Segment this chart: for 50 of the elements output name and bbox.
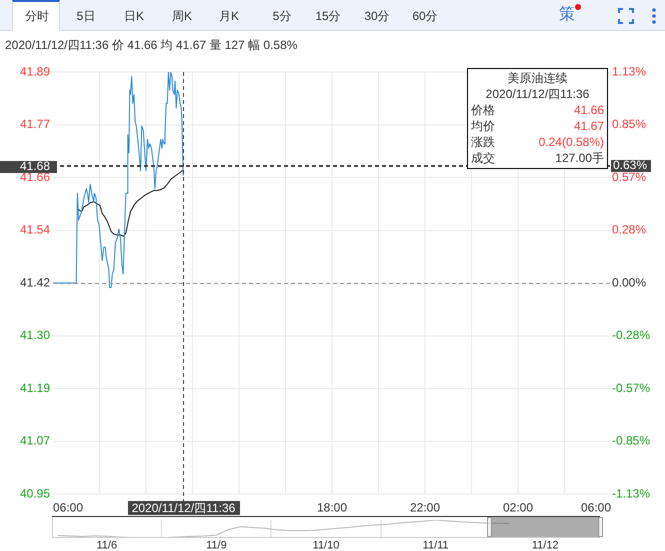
y2-tick-label: 0.28% [612,222,646,237]
annotation: 41.66 [574,102,604,118]
text: 月K [218,9,240,23]
annotation: 涨跌 [471,134,495,150]
y-tick-label: 41.89 [20,64,50,78]
annotation: 0.24(0.58%) [538,134,604,150]
y-tick-label: 41.77 [20,117,50,132]
annotation: 均价 [471,118,495,134]
ref-line-label: 0.63% [613,158,648,172]
text: 5分 [272,9,292,23]
y2-tick-label: 0.57% [612,170,646,184]
chart-subtitle: 2020/11/12/四11:36 价 41.66 均 41.67 量 127 幅 0.58% [5,38,298,52]
y2-tick-label: 0.85% [612,117,646,132]
annotation: 成交 [471,150,495,166]
y-tick-label: 40.95 [20,486,50,500]
x-tick-label: 06:00 [53,500,84,515]
y2-tick-label: -1.13% [612,486,650,500]
text: 日K [124,9,144,23]
x-tick-label: 18:00 [316,500,348,515]
selected-tab: 分时 [12,0,60,31]
y2-tick-label: -0.28% [612,328,650,342]
x-tick-label: 06:00 [580,500,612,515]
text: 60分 [412,9,438,23]
annotation: 41.67 [574,118,604,134]
x-tick-label: 11/6 [96,540,118,551]
annotation: 价格 [471,102,495,118]
chart-title: 美原油连续 [506,70,568,86]
x-tick-label: 11/10 [312,540,340,551]
y-tick-label: 41.42 [20,275,50,290]
y2-tick-label: 1.13% [612,64,646,78]
y2-tick-label: -0.85% [612,434,650,448]
y2-tick-label: 0.00% [612,275,646,290]
y-tick-label: 41.07 [20,434,50,448]
y2-tick-label: -0.57% [612,380,650,395]
text: 周K [172,9,192,23]
x-tick-label: 11/9 [206,540,227,551]
y-tick-label: 41.19 [20,380,50,395]
text: 策 [559,6,575,24]
y-tick-label: 41.30 [20,328,50,342]
x-tick-label: 22:00 [410,500,440,515]
ref-line-label: 2020/11/12/四11:36 [132,500,236,515]
y-tick-label: 41.54 [20,222,50,237]
annotation: 2020/11/12/四11:36 [484,86,590,102]
text: 5日 [76,9,96,23]
x-tick-label: 11/12 [532,540,559,551]
annotation: 127.00手 [555,150,604,166]
x-tick-label: 02:00 [502,500,534,515]
text: 30分 [364,9,390,23]
x-tick-label: 11/11 [422,540,449,551]
text: 15分 [315,9,341,23]
